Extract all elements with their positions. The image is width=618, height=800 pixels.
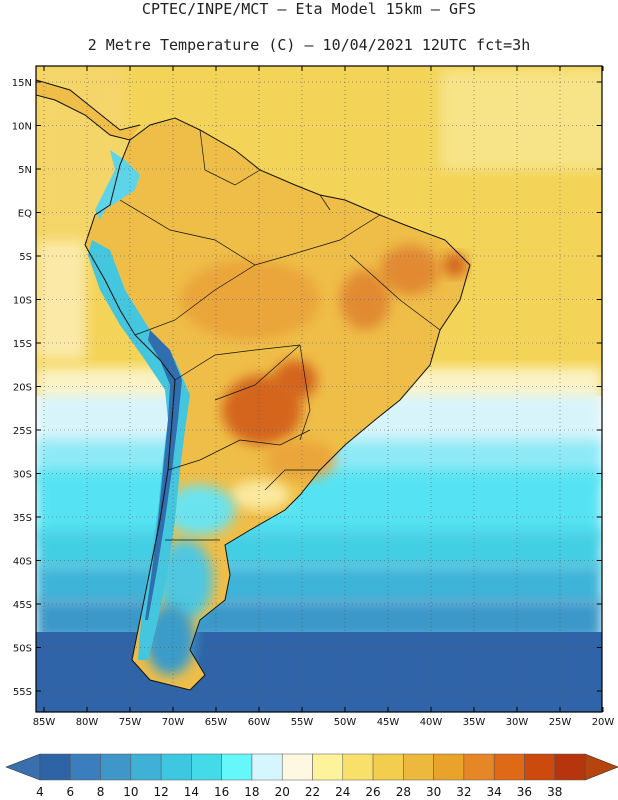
lon-label: 70W <box>162 717 185 728</box>
lon-label: 35W <box>463 717 486 728</box>
colorbar: 4 6 8 10 12 14 16 18 20 22 24 26 28 30 32 34 36 38 <box>5 753 618 799</box>
colorbar-swatch <box>524 753 555 781</box>
lat-label: 40S <box>13 557 32 568</box>
colorbar-tick-label: 32 <box>456 785 471 799</box>
lon-label: 75W <box>119 717 142 728</box>
colorbar-swatch <box>130 753 162 781</box>
colorbar-tick-label: 30 <box>426 785 441 799</box>
andes-cold-strip <box>88 240 190 660</box>
colorbar-tick-label: 22 <box>305 785 320 799</box>
longitude-labels: 85W 80W 75W 70W 65W 60W 55W 50W 45W 40W 35W 30W 25W 2… <box>33 717 615 728</box>
lat-label: 50S <box>13 644 32 655</box>
lat-label: 10S <box>13 296 32 307</box>
country-borders <box>119 129 441 541</box>
lat-label: 15N <box>12 78 32 89</box>
colorbar-swatch <box>70 753 101 781</box>
colorbar-tick-label: 16 <box>214 785 229 799</box>
colorbar-tick-label: 14 <box>184 785 199 799</box>
lon-label: 45W <box>377 717 400 728</box>
colorbar-swatch <box>191 753 222 781</box>
lon-label: 25W <box>549 717 572 728</box>
colorbar-tick-label: 38 <box>547 785 562 799</box>
colorbar-tick-label: 8 <box>97 785 105 799</box>
lat-label: 5S <box>19 252 32 263</box>
colorbar-swatch <box>281 753 313 781</box>
lon-label: 60W <box>248 717 271 728</box>
colorbar-swatch <box>39 753 71 781</box>
lat-label: 45S <box>13 600 32 611</box>
lon-label: 65W <box>205 717 228 728</box>
colorbar-tick-label: 18 <box>244 785 259 799</box>
lon-label: 80W <box>76 717 99 728</box>
lat-label: 10N <box>12 122 32 133</box>
lon-label: 40W <box>420 717 443 728</box>
colorbar-tick-label: 20 <box>275 785 290 799</box>
lon-label: 55W <box>291 717 314 728</box>
colorbar-low-arrow <box>5 753 41 781</box>
temperature-field <box>36 66 602 712</box>
colorbar-tick-label: 34 <box>487 785 502 799</box>
colorbar-tick-label: 6 <box>66 785 74 799</box>
colorbar-tick-label: 4 <box>36 785 44 799</box>
colorbar-swatch <box>433 753 465 781</box>
colorbar-swatch <box>463 753 495 781</box>
colorbar-high-arrow <box>584 753 618 781</box>
colorbar-swatch <box>403 753 434 781</box>
lat-label: 35S <box>13 513 32 524</box>
colorbar-tick-label: 12 <box>153 785 168 799</box>
chart-title-line1: CPTEC/INPE/MCT – Eta Model 15km – GFS <box>141 0 477 18</box>
lat-label: 15S <box>13 339 32 350</box>
lat-label: 25S <box>13 426 32 437</box>
colorbar-swatch <box>554 753 586 781</box>
colorbar-swatch <box>342 753 374 781</box>
colorbar-swatch <box>160 753 192 781</box>
colorbar-tick-label: 28 <box>396 785 411 799</box>
lon-label: 85W <box>33 717 56 728</box>
colorbar-tick-label: 10 <box>123 785 138 799</box>
colorbar-swatch <box>372 753 404 781</box>
chart-title-line2: 2 Metre Temperature (C) – 10/04/2021 12U… <box>87 36 531 54</box>
colorbar-swatch <box>221 753 253 781</box>
lat-label: EQ <box>18 209 32 220</box>
map-frame <box>35 65 603 713</box>
colorbar-swatch <box>312 753 344 781</box>
colorbar-swatch <box>100 753 132 781</box>
colorbar-tick-label: 36 <box>517 785 532 799</box>
axis-ticks <box>36 66 604 712</box>
latitude-labels: 15N 10N 5N EQ 5S 10S 15S 20S 25S 30S 35S 40S 45S 50S 5… <box>12 78 32 698</box>
lat-label: 55S <box>13 687 32 698</box>
colorbar-tick-label: 24 <box>335 785 350 799</box>
colorbar-tick-label: 26 <box>365 785 380 799</box>
colorbar-swatch <box>251 753 283 781</box>
lat-label: 5N <box>18 165 32 176</box>
lon-label: 20W <box>592 717 615 728</box>
colorbar-swatch <box>493 753 525 781</box>
lon-label: 30W <box>506 717 529 728</box>
lat-label: 20S <box>13 383 32 394</box>
lat-label: 30S <box>13 470 32 481</box>
lon-label: 50W <box>334 717 357 728</box>
